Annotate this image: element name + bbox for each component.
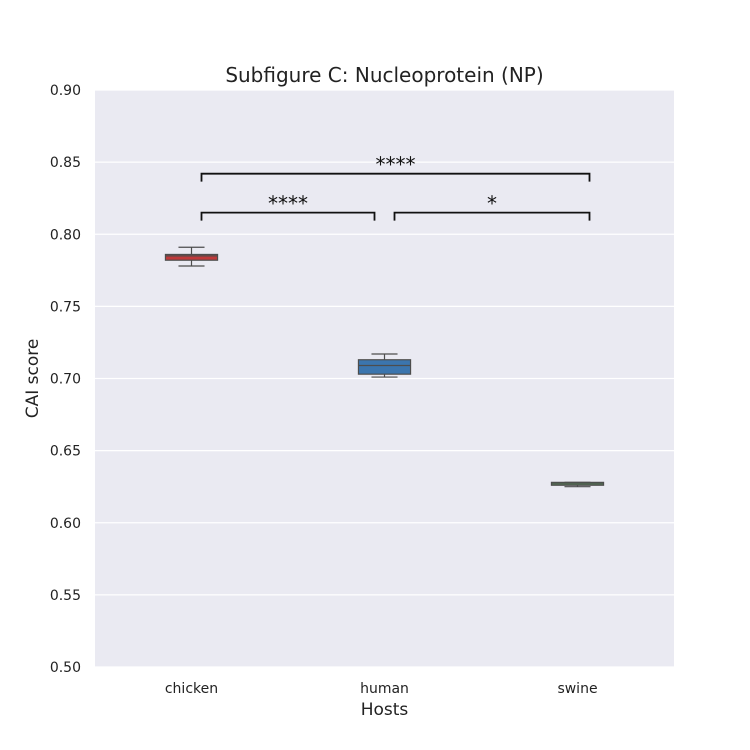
y-tick-label: 0.75 xyxy=(50,299,81,315)
box-series xyxy=(164,246,605,488)
chart-title: Subfigure C: Nucleoprotein (NP) xyxy=(225,63,543,87)
y-tick-label: 0.60 xyxy=(50,516,81,532)
box-chicken xyxy=(164,246,219,267)
bracket-line xyxy=(393,211,591,221)
sig-bracket-chicken-swine: **** xyxy=(200,153,591,182)
x-tick-label-swine: swine xyxy=(557,681,597,697)
y-tick-label: 0.55 xyxy=(50,588,81,604)
bracket-line xyxy=(200,211,376,221)
box-body xyxy=(164,253,219,261)
significance-label: **** xyxy=(376,153,416,177)
y-axis-label: CAI score xyxy=(23,339,43,419)
sig-bracket-human-swine: * xyxy=(393,192,591,221)
box-human xyxy=(357,353,412,378)
y-tick-label: 0.80 xyxy=(50,227,81,243)
y-axis-ticks: 0.50 0.55 0.60 0.65 0.70 0.75 0.80 0.85 0.90 xyxy=(50,83,81,676)
bracket-line xyxy=(200,172,591,182)
y-tick-label: 0.90 xyxy=(50,83,81,99)
x-axis-ticks: chicken human swine xyxy=(165,681,598,697)
significance-annotations: **** ***** xyxy=(200,153,591,221)
box-swine xyxy=(550,481,605,488)
grid-lines xyxy=(95,89,674,668)
box-body xyxy=(357,359,412,375)
significance-label: **** xyxy=(268,192,308,216)
y-tick-label: 0.85 xyxy=(50,155,81,171)
y-tick-label: 0.65 xyxy=(50,444,81,460)
y-tick-label: 0.50 xyxy=(50,660,81,676)
x-tick-label-human: human xyxy=(360,681,409,697)
sig-bracket-chicken-human: **** xyxy=(200,192,376,221)
x-axis-label: Hosts xyxy=(361,700,409,720)
significance-label: * xyxy=(487,192,497,216)
y-tick-label: 0.70 xyxy=(50,372,81,388)
x-tick-label-chicken: chicken xyxy=(165,681,218,697)
